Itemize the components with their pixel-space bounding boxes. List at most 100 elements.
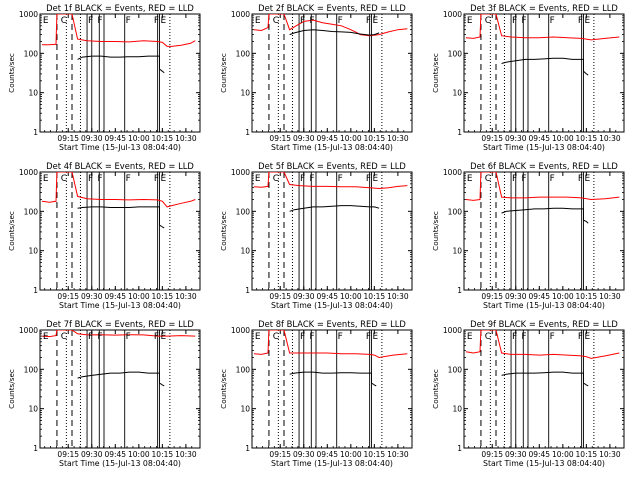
x-tick-label: 10:15 [364,450,386,459]
marker-label: F [126,332,131,342]
y-tick-label: 100 [24,49,39,58]
y-tick-label: 1 [457,286,462,295]
plot-frame [463,171,625,291]
marker-label: C [273,16,279,26]
x-tick-label: 09:30 [81,292,103,301]
y-axis-label: Counts/sec [7,211,16,251]
marker-label: F [512,332,517,342]
marker-label: F [338,16,343,26]
x-axis-label: Start Time (15-Jul-13 08:04:40) [271,143,393,152]
x-tick-label: 10:00 [340,292,362,301]
y-tick-label: 10 [28,247,38,256]
marker-label: F [154,174,159,184]
series-line-black [501,371,589,387]
marker-label: F [521,16,526,26]
panel-title: Det 3f BLACK = Events, RED = LLD [470,3,618,13]
x-axis-label: Start Time (15-Jul-13 08:04:40) [483,459,605,468]
y-tick-label: 1000 [231,10,250,19]
marker-label: E [372,16,378,26]
x-tick-label: 10:15 [364,292,386,301]
marker-label: E [255,16,261,26]
marker-label: F [578,174,583,184]
y-tick-label: 1000 [443,168,462,177]
x-tick-label: 09:30 [81,134,103,143]
marker-label: F [512,16,517,26]
x-tick-label: 10:00 [128,292,150,301]
x-tick-label: 09:30 [293,292,315,301]
x-tick-label: 10:30 [175,450,197,459]
x-tick-label: 10:15 [364,134,386,143]
marker-label: C [61,332,67,342]
marker-label: F [309,332,314,342]
marker-label: E [467,16,473,26]
plot-frame [463,13,625,133]
y-tick-label: 1000 [231,326,250,335]
marker-label: E [255,332,261,342]
panel-title: Det 5f BLACK = Events, RED = LLD [258,161,406,171]
plot-frame [39,329,201,449]
series-line-red [253,330,408,359]
plot-area [253,172,408,290]
x-tick-label: 10:15 [152,292,174,301]
y-tick-label: 1 [33,286,38,295]
marker-label: C [61,174,67,184]
panel-title: Det 2f BLACK = Events, RED = LLD [258,3,406,13]
x-tick-label: 10:30 [387,292,409,301]
x-tick-label: 09:30 [505,134,527,143]
x-tick-label: 09:45 [104,134,126,143]
y-tick-label: 1 [457,128,462,137]
marker-label: E [584,174,590,184]
x-tick-label: 09:15 [481,292,503,301]
x-tick-label: 09:30 [81,450,103,459]
y-tick-label: 100 [448,365,463,374]
x-tick-label: 09:45 [316,292,338,301]
y-tick-label: 100 [236,49,251,58]
series-line-red [41,172,196,208]
series-line-red [41,14,196,47]
x-tick-label: 09:30 [505,292,527,301]
y-tick-label: 1 [245,286,250,295]
panel-title: Det 7f BLACK = Events, RED = LLD [46,319,194,329]
marker-label: F [126,174,131,184]
marker-label: E [467,174,473,184]
series-line-red [465,14,620,41]
x-tick-label: 10:00 [552,134,574,143]
marker-label: F [97,16,102,26]
y-tick-label: 10 [452,89,462,98]
x-tick-label: 10:30 [175,134,197,143]
x-tick-label: 10:15 [152,134,174,143]
y-tick-label: 100 [236,365,251,374]
marker-label: E [160,332,166,342]
series-line-red [253,172,408,190]
x-tick-label: 09:15 [269,134,291,143]
marker-label: F [550,174,555,184]
y-tick-label: 10 [240,405,250,414]
x-tick-label: 10:30 [599,292,621,301]
marker-label: F [309,174,314,184]
x-tick-label: 10:30 [387,450,409,459]
y-tick-label: 10 [452,405,462,414]
y-axis-label: Counts/sec [219,53,228,93]
x-tick-label: 10:00 [552,450,574,459]
series-line-red [465,172,620,201]
x-tick-label: 09:45 [316,450,338,459]
y-tick-label: 1 [33,128,38,137]
x-tick-label: 10:30 [599,450,621,459]
y-tick-label: 1 [245,128,250,137]
x-tick-label: 09:30 [293,134,315,143]
y-tick-label: 10 [452,247,462,256]
x-tick-label: 09:45 [104,292,126,301]
marker-label: E [255,174,261,184]
x-tick-label: 10:30 [175,292,197,301]
x-tick-label: 09:15 [57,134,79,143]
x-tick-label: 10:00 [552,292,574,301]
y-tick-label: 10 [28,89,38,98]
marker-label: F [338,174,343,184]
y-tick-label: 1000 [19,326,38,335]
panel-det-3: Det 3f BLACK = Events, RED = LLD 1 10 100 10… [431,3,625,152]
marker-label: F [366,332,371,342]
y-tick-label: 1 [457,444,462,453]
marker-label: F [550,16,555,26]
y-tick-label: 10 [28,405,38,414]
